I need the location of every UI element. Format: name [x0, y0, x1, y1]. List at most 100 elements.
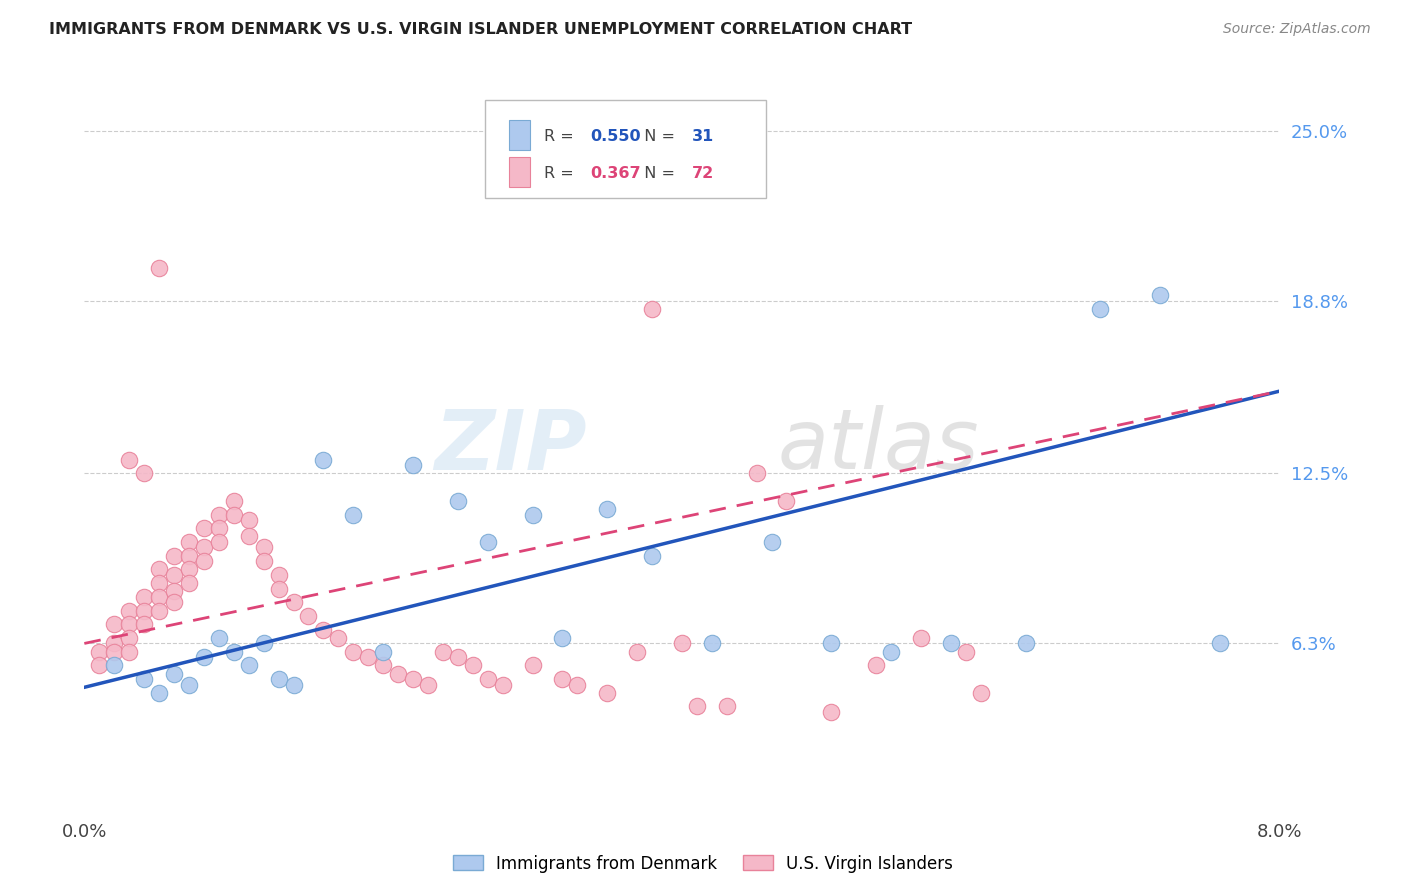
Point — [193, 521, 215, 535]
Text: Source: ZipAtlas.com: Source: ZipAtlas.com — [1223, 22, 1371, 37]
Point — [118, 603, 141, 617]
Point — [387, 666, 409, 681]
Point — [373, 645, 395, 659]
Point — [222, 508, 245, 522]
Point — [283, 677, 305, 691]
Point — [132, 590, 156, 604]
Point — [373, 658, 395, 673]
Point — [1014, 636, 1036, 650]
Point — [551, 631, 574, 645]
Text: 0.367: 0.367 — [591, 166, 641, 181]
Text: 72: 72 — [692, 166, 714, 181]
Point — [89, 658, 111, 673]
Point — [163, 595, 186, 609]
Point — [222, 645, 245, 659]
Point — [1149, 288, 1171, 302]
Point — [148, 576, 170, 591]
Point — [148, 260, 170, 275]
Point — [267, 582, 290, 596]
Point — [193, 554, 215, 568]
Point — [522, 658, 544, 673]
Point — [132, 672, 156, 686]
Point — [177, 677, 200, 691]
Point — [132, 617, 156, 632]
Point — [671, 636, 693, 650]
FancyBboxPatch shape — [509, 157, 530, 187]
Point — [716, 699, 738, 714]
Point — [297, 609, 319, 624]
Point — [163, 567, 186, 582]
Point — [267, 567, 290, 582]
FancyBboxPatch shape — [509, 120, 530, 150]
Text: IMMIGRANTS FROM DENMARK VS U.S. VIRGIN ISLANDER UNEMPLOYMENT CORRELATION CHART: IMMIGRANTS FROM DENMARK VS U.S. VIRGIN I… — [49, 22, 912, 37]
Point — [148, 590, 170, 604]
Point — [342, 508, 364, 522]
Point — [700, 636, 723, 650]
Point — [641, 301, 664, 316]
Point — [432, 645, 454, 659]
Point — [342, 645, 364, 659]
Point — [118, 631, 141, 645]
Point — [522, 508, 544, 522]
Point — [402, 672, 425, 686]
Point — [357, 650, 380, 665]
Point — [208, 521, 231, 535]
Point — [148, 562, 170, 576]
Point — [238, 529, 260, 543]
Point — [163, 549, 186, 563]
Point — [163, 584, 186, 599]
Point — [208, 535, 231, 549]
Legend: Immigrants from Denmark, U.S. Virgin Islanders: Immigrants from Denmark, U.S. Virgin Isl… — [447, 848, 959, 880]
Point — [118, 617, 141, 632]
Point — [686, 699, 709, 714]
Point — [312, 623, 335, 637]
Point — [193, 541, 215, 555]
FancyBboxPatch shape — [485, 100, 766, 198]
Point — [103, 645, 125, 659]
Point — [551, 672, 574, 686]
Point — [447, 493, 470, 508]
Point — [267, 672, 290, 686]
Point — [820, 705, 842, 719]
Point — [89, 645, 111, 659]
Point — [402, 458, 425, 473]
Point — [312, 452, 335, 467]
Text: N =: N = — [634, 129, 681, 144]
Point — [416, 677, 439, 691]
Point — [238, 513, 260, 527]
Text: ZIP: ZIP — [433, 406, 586, 486]
Point — [939, 636, 962, 650]
Point — [477, 672, 499, 686]
Point — [118, 645, 141, 659]
Text: atlas: atlas — [778, 406, 979, 486]
Point — [1090, 301, 1112, 316]
Point — [132, 467, 156, 481]
Text: 0.550: 0.550 — [591, 129, 641, 144]
Point — [222, 493, 245, 508]
Point — [253, 636, 276, 650]
Point — [103, 658, 125, 673]
Point — [177, 576, 200, 591]
Point — [148, 603, 170, 617]
Point — [567, 677, 589, 691]
Text: R =: R = — [544, 166, 579, 181]
Point — [193, 650, 215, 665]
Point — [148, 686, 170, 700]
Point — [238, 658, 260, 673]
Point — [253, 554, 276, 568]
Point — [775, 493, 797, 508]
Point — [626, 645, 648, 659]
Point — [132, 603, 156, 617]
Point — [118, 452, 141, 467]
Point — [177, 535, 200, 549]
Text: 31: 31 — [692, 129, 714, 144]
Point — [1209, 636, 1232, 650]
Point — [283, 595, 305, 609]
Point — [477, 535, 499, 549]
Text: N =: N = — [634, 166, 681, 181]
Point — [103, 636, 125, 650]
Point — [208, 508, 231, 522]
Point — [865, 658, 887, 673]
Point — [761, 535, 783, 549]
Point — [955, 645, 977, 659]
